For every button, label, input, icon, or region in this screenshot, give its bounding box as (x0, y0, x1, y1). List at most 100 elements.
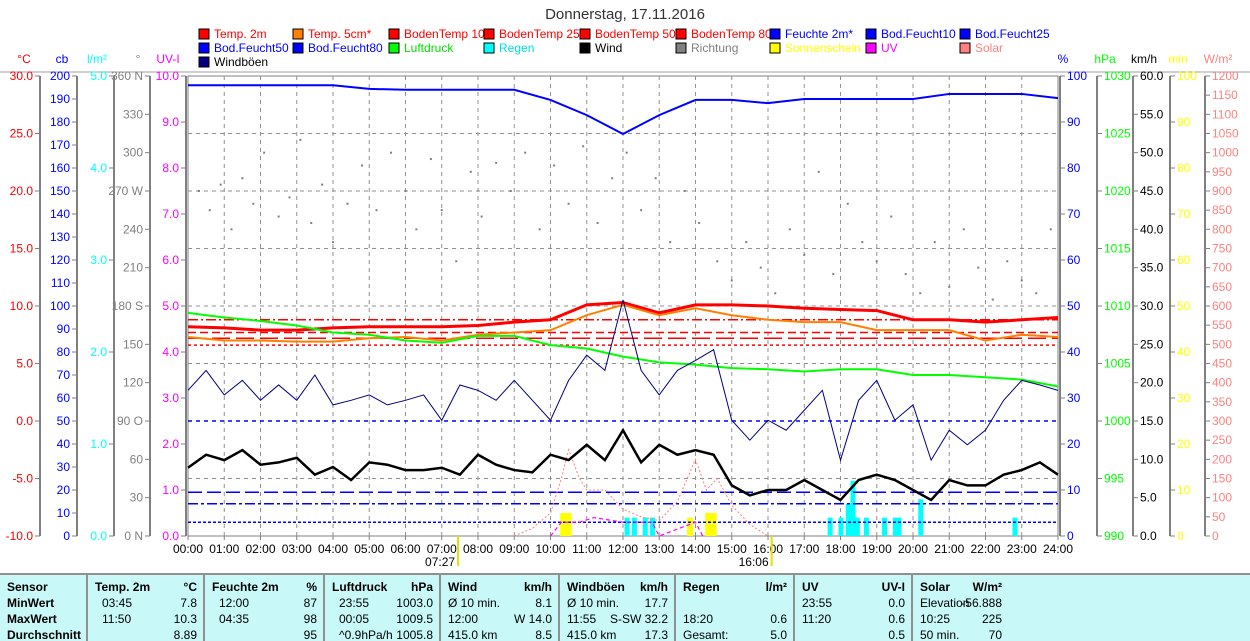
stats-value: 7.8 (180, 596, 197, 610)
sunshine-bar (705, 513, 712, 536)
wind-direction-point (962, 228, 965, 231)
stats-unit: l/m² (765, 580, 787, 594)
stats-header: Solar (920, 580, 951, 594)
axis-tick-label: 70 (1177, 207, 1191, 221)
legend-swatch-icon (675, 42, 687, 54)
wind-direction-point (361, 164, 363, 167)
wind-direction-point (991, 298, 994, 301)
axis-tick-label: 1020 (1104, 184, 1131, 198)
x-tick-label: 11:00 (572, 542, 601, 556)
axis-tick-label: 1200 (1212, 69, 1239, 83)
axis-tick-label: 40 (57, 437, 71, 451)
legend-label: Bod.Feucht50 (214, 41, 289, 55)
stats-section-luftdruck: Luftdruck hPa 23:55 1003.0 00:05 1009.5 ^0.9hP… (325, 575, 441, 641)
axis-unit-hum: % (1058, 52, 1069, 66)
stats-unit: UV-I (881, 580, 905, 594)
axis-tick-label: 0.0 (162, 529, 179, 543)
axis-tick-label: 330 (123, 107, 143, 121)
wind-direction-point (480, 215, 483, 218)
legend-label: Bod.Feucht80 (308, 41, 383, 55)
axis-tick-label: 1025 (1104, 127, 1131, 141)
axis-tick-label: 25.0 (10, 127, 34, 141)
wind-direction-point (197, 190, 200, 192)
stats-value: W 14.0 (513, 612, 552, 626)
axis-tick-label: 270 W (108, 184, 143, 198)
sunshine-bar (710, 513, 717, 536)
axis-tick-label: 60 (57, 391, 71, 405)
stats-time: 11:55 (567, 612, 597, 626)
stats-time: 415.0 km (448, 628, 498, 641)
axis-tick-label: 15.0 (1140, 414, 1164, 428)
stats-value: 1003.0 (396, 596, 433, 610)
wind-direction-point (440, 209, 443, 212)
stats-time: 10:25 (920, 612, 951, 626)
stats-time: 11:50 (102, 612, 132, 626)
legend-label: Temp. 2m (214, 27, 267, 41)
legend-label: BodenTemp 10 (404, 27, 485, 41)
wind-direction-point (861, 241, 864, 244)
axis-tick-label: 4.0 (162, 345, 179, 359)
wind-direction-point (469, 170, 472, 173)
weather-chart: Temp. 2m Temp. 5cm* BodenTemp 10 BodenTemp … (0, 27, 1250, 569)
wind-direction-point (553, 164, 556, 167)
axis-tick-label: 40.0 (1140, 222, 1164, 236)
legend-label: BodenTemp 50 (595, 27, 676, 41)
axis-tick-label: 60 (130, 452, 144, 466)
x-tick-label: 21:00 (934, 542, 964, 556)
x-tick-label: 13:00 (644, 542, 674, 556)
x-tick-label: 24:00 (1043, 542, 1073, 556)
wind-direction-point (404, 190, 407, 192)
axis-tick-label: 450 (1212, 357, 1232, 371)
axis-tick-label: 20 (57, 483, 71, 497)
axis-tick-label: 1000 (1104, 414, 1131, 428)
statistics-table: Sensor MinWert MaxWert Durchschnitt Temp. 2m… (0, 573, 1250, 641)
axis-tick-label: 550 (1212, 318, 1232, 332)
axis-tick-label: 250 (1212, 433, 1232, 447)
axis-tick-label: 20.0 (1140, 376, 1164, 390)
axis-tick-label: 1015 (1104, 242, 1131, 256)
legend-label: BodenTemp 25 (499, 27, 580, 41)
axis-tick-label: 1150 (1212, 88, 1238, 102)
axis-tick-label: 50 (1177, 299, 1191, 313)
stats-value: 5.0 (770, 628, 787, 641)
wind-direction-point (759, 266, 762, 269)
wind-direction-point (310, 221, 313, 224)
axis-tick-label: 50 (1067, 299, 1081, 313)
stats-time: ^0.9hPa/h (339, 628, 393, 641)
stats-time: Gesamt: (683, 628, 729, 641)
axis-unit-uv: UV-I (156, 52, 179, 66)
wind-direction-point (832, 273, 835, 276)
wind-direction-point (683, 190, 686, 192)
stats-time: 415.0 km (567, 628, 617, 641)
wind-direction-point (1049, 228, 1052, 231)
axis-tick-label: 25.0 (1140, 337, 1164, 351)
wind-direction-point (1035, 292, 1038, 295)
sunshine-bar (565, 513, 572, 536)
sunshine-bar (687, 517, 694, 536)
axis-tick-label: 45.0 (1140, 184, 1164, 198)
stats-unit: km/h (523, 580, 552, 594)
axis-tick-label: 4.0 (90, 161, 107, 175)
axis-tick-label: 35.0 (1140, 261, 1164, 275)
axis-tick-label: 5.0 (16, 357, 33, 371)
rain-bar (896, 517, 902, 536)
axis-tick-label: 60 (1067, 253, 1081, 267)
axis-tick-label: 130 (50, 230, 70, 244)
legend-swatch-icon (865, 42, 877, 54)
axis-tick-label: 10.0 (10, 299, 34, 313)
stats-unit: W/m² (972, 580, 1002, 594)
wind-direction-point (846, 202, 849, 205)
series-luftdruck (187, 311, 1059, 388)
stats-section-feuchte-2m: Feuchte 2m% 12:00 87 04:35 98 95 (205, 575, 325, 641)
axis-tick-label: 180 S (112, 299, 143, 313)
wind-direction-point (375, 209, 378, 212)
rain-bar (845, 503, 851, 536)
axis-tick-label: 20 (1067, 437, 1081, 451)
axis-tick-label: 300 (1212, 414, 1232, 428)
axis-tick-label: 30 (1177, 391, 1191, 405)
axis-tick-label: 0.0 (1140, 529, 1157, 543)
chart-title: Donnerstag, 17.11.2016 (545, 6, 705, 23)
wind-direction-point (817, 170, 820, 173)
legend-swatch-icon (388, 28, 400, 40)
stats-value: 1009.5 (396, 612, 433, 626)
